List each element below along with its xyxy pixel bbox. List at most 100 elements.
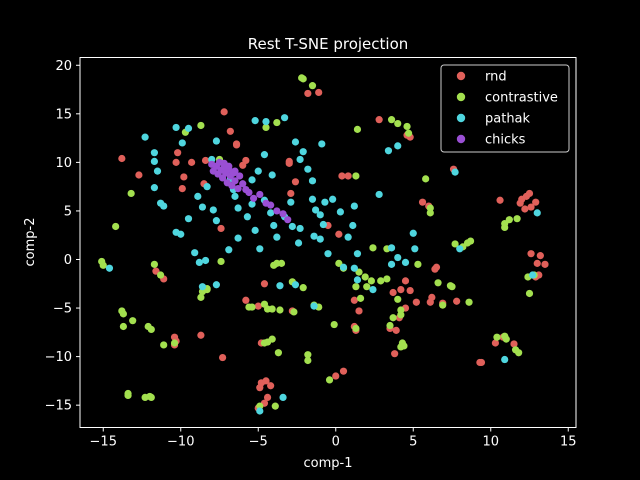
x-axis-label: comp-1 (304, 456, 353, 471)
point-chicks-14 (231, 177, 239, 185)
point-pathak-54 (308, 195, 317, 203)
point-pathak-29 (234, 234, 242, 242)
point-pathak-38 (251, 226, 259, 234)
point-pathak-42 (268, 171, 276, 179)
point-contrastive-48 (361, 273, 369, 281)
point-chicks-17 (239, 180, 247, 188)
point-contrastive-27 (268, 305, 276, 313)
point-rnd-18 (287, 189, 295, 198)
point-rnd-69 (453, 297, 461, 305)
point-contrastive-102 (397, 343, 405, 351)
point-rnd-5 (180, 173, 188, 181)
point-pathak-83 (501, 355, 509, 364)
point-pathak-93 (260, 151, 269, 159)
y-tick-label: 15 (55, 107, 72, 122)
point-pathak-90 (296, 224, 304, 233)
point-pathak-46 (287, 198, 295, 206)
point-contrastive-59 (386, 321, 394, 330)
point-pathak-52 (304, 165, 312, 173)
point-rnd-38 (260, 280, 269, 288)
point-contrastive-75 (403, 122, 411, 131)
point-contrastive-32 (268, 335, 276, 343)
point-contrastive-90 (448, 283, 456, 291)
point-chicks-25 (279, 210, 287, 218)
x-tick-label: 10 (482, 435, 499, 450)
point-contrastive-107 (414, 260, 422, 268)
point-contrastive-52 (369, 244, 377, 252)
point-rnd-2 (174, 149, 182, 157)
point-rnd-59 (412, 298, 420, 306)
point-pathak-50 (296, 155, 304, 164)
point-rnd-79 (527, 250, 535, 258)
point-contrastive-97 (493, 333, 501, 341)
point-pathak-13 (184, 215, 193, 223)
point-pathak-27 (231, 192, 239, 200)
point-pathak-16 (201, 256, 210, 265)
point-pathak-22 (212, 217, 220, 225)
point-pathak-68 (353, 250, 362, 258)
point-contrastive-11 (119, 322, 127, 331)
point-contrastive-73 (387, 116, 396, 124)
point-pathak-19 (203, 183, 211, 191)
point-rnd-36 (197, 331, 205, 339)
point-pathak-9 (178, 139, 186, 147)
point-contrastive-38 (299, 284, 307, 292)
point-contrastive-33 (304, 356, 312, 365)
point-contrastive-72 (353, 125, 362, 133)
point-pathak-47 (288, 222, 296, 231)
point-contrastive-4 (150, 260, 158, 268)
point-chicks-28 (225, 162, 233, 170)
point-contrastive-84 (467, 237, 475, 245)
point-pathak-88 (310, 302, 318, 310)
point-contrastive-80 (352, 172, 360, 180)
point-contrastive-68 (262, 123, 270, 132)
point-contrastive-3 (99, 261, 107, 269)
point-contrastive-93 (465, 298, 473, 306)
y-tick-label: −5 (53, 302, 72, 317)
point-pathak-49 (291, 138, 300, 146)
point-chicks-20 (250, 194, 258, 202)
point-pathak-30 (225, 246, 233, 254)
point-rnd-44 (267, 382, 275, 390)
point-rnd-89 (510, 340, 518, 348)
series-contrastive (98, 74, 538, 410)
point-rnd-76 (527, 203, 535, 211)
point-rnd-53 (339, 367, 348, 375)
point-pathak-78 (409, 229, 417, 237)
point-rnd-13 (242, 156, 250, 165)
point-rnd-10 (226, 127, 234, 135)
point-contrastive-55 (389, 314, 397, 322)
x-tick-label: 0 (332, 435, 340, 450)
point-contrastive-35 (325, 376, 334, 384)
point-pathak-55 (312, 206, 320, 214)
y-axis-label: comp-2 (23, 218, 38, 267)
point-contrastive-63 (352, 324, 360, 333)
point-pathak-41 (270, 221, 278, 230)
point-contrastive-106 (217, 257, 225, 266)
point-rnd-22 (338, 172, 346, 180)
point-contrastive-49 (367, 277, 375, 285)
point-pathak-58 (318, 140, 326, 148)
point-chicks-24 (273, 207, 281, 215)
point-pathak-36 (262, 117, 270, 126)
point-contrastive-46 (356, 294, 365, 302)
point-rnd-58 (406, 286, 414, 295)
point-rnd-77 (521, 205, 529, 213)
x-tick-label: 5 (409, 435, 417, 450)
point-rnd-30 (335, 230, 343, 238)
point-contrastive-51 (383, 275, 391, 283)
point-pathak-69 (353, 276, 362, 284)
point-rnd-56 (397, 286, 405, 294)
point-contrastive-101 (515, 349, 523, 357)
point-rnd-19 (291, 178, 300, 186)
point-contrastive-10 (147, 325, 155, 334)
point-contrastive-45 (352, 283, 360, 291)
point-pathak-57 (316, 235, 324, 243)
point-contrastive-50 (377, 277, 385, 285)
legend-marker-pathak (456, 113, 466, 123)
y-tick-label: 5 (64, 204, 72, 219)
point-pathak-77 (411, 245, 419, 253)
point-contrastive-76 (405, 129, 413, 137)
